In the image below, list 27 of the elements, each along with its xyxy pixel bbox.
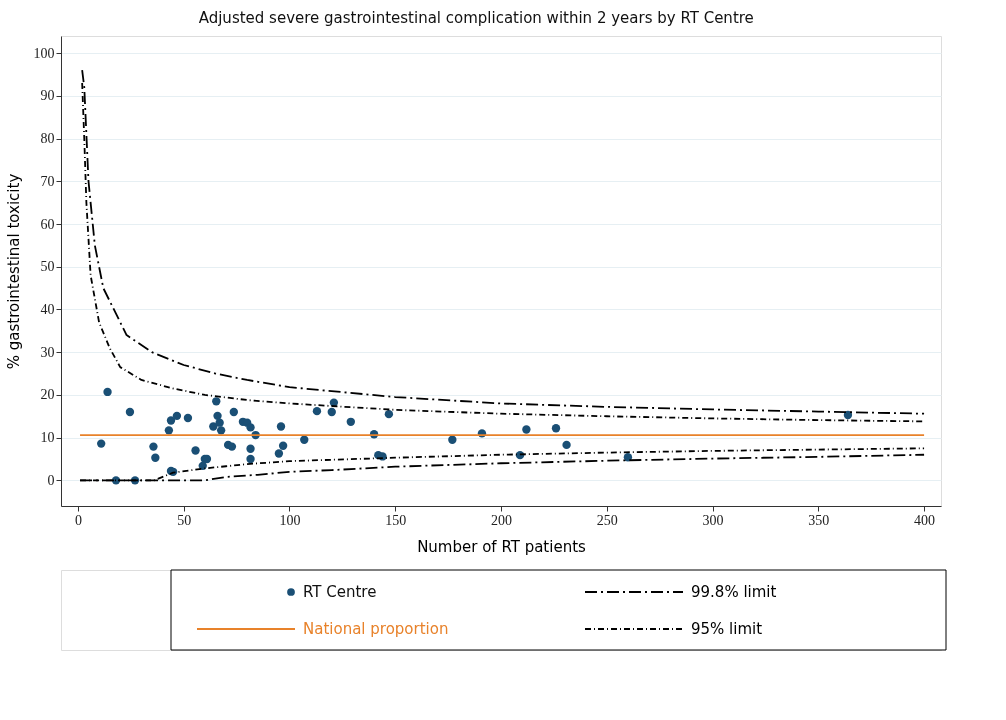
x-tick-label: 50 — [177, 512, 192, 528]
x-tick-label: 300 — [702, 512, 724, 528]
y-tick-label: 100 — [33, 45, 55, 61]
text: 95% limit — [691, 620, 763, 638]
legend-label: RT Centre — [303, 583, 377, 601]
x-tick-label: 0 — [74, 512, 82, 528]
y-tick-label: 10 — [40, 430, 55, 446]
x-tick-label: 200 — [491, 512, 512, 528]
y-tick-label: 80 — [40, 131, 55, 147]
x-tick-label: 350 — [808, 512, 830, 528]
x-tick-label: 250 — [596, 512, 618, 528]
y-tick-label: 60 — [40, 216, 55, 232]
y-tick-label: 30 — [40, 344, 55, 360]
chart-title: Adjusted severe gastrointestinal complication within 2 years by RT Centre — [198, 8, 754, 27]
y-tick-label: 70 — [40, 173, 55, 189]
x-axis-title: Number of RT patients — [417, 537, 587, 556]
x-tick-label: 100 — [279, 512, 301, 528]
text: National proportion — [303, 620, 449, 638]
y-tick-label: 40 — [40, 301, 55, 317]
y-tick-label: 20 — [40, 387, 55, 403]
y-axis-title: % gastrointestinal toxicity — [4, 173, 23, 370]
y-tick-label: 0 — [47, 472, 55, 488]
y-tick-label: 50 — [40, 259, 55, 275]
y-tick-label: 90 — [40, 88, 55, 104]
x-tick-label: 150 — [385, 512, 407, 528]
text: 99.8% limit — [691, 583, 777, 601]
x-tick-label: 400 — [914, 512, 936, 528]
